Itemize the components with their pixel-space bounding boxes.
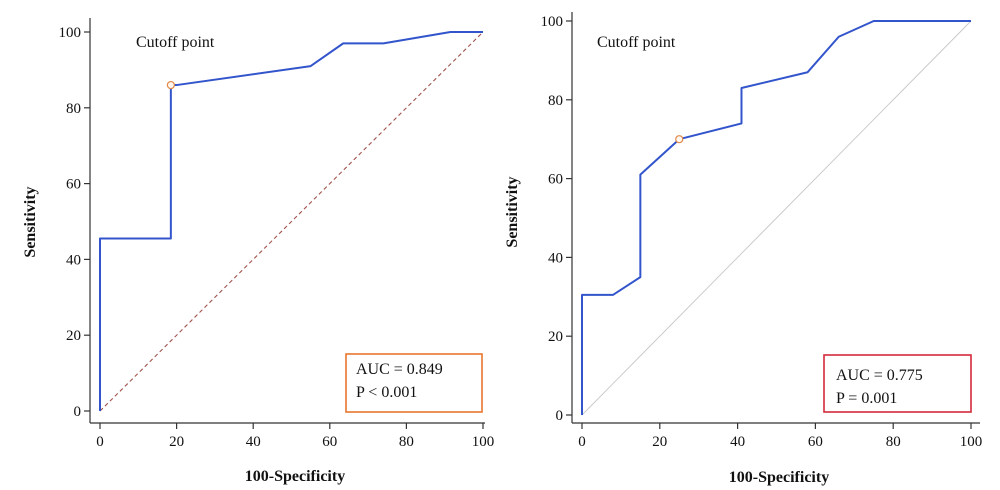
chart1-roc-curve [99, 31, 483, 411]
c1-y-tick-label: 20 [66, 328, 81, 344]
c2-y-tick-label: 20 [548, 329, 563, 345]
chart1-y-axis-title: Sensitivity [22, 186, 39, 257]
chart2-x-ticks: 0 20 40 60 80 100 [578, 423, 982, 450]
c2-y-tick-label: 60 [548, 172, 563, 188]
chart2-roc-curve [581, 20, 971, 415]
c1-x-tick-label: 0 [96, 434, 104, 450]
c2-x-tick-label: 100 [960, 434, 983, 450]
chart2-p-text: P = 0.001 [836, 390, 897, 407]
chart1-reference-line [99, 31, 484, 412]
chart2-auc-text: AUC = 0.775 [836, 367, 923, 384]
chart2-cutoff-label: Cutoff point [597, 34, 676, 51]
c2-y-tick-label: 80 [548, 93, 563, 109]
c1-x-tick-label: 80 [399, 434, 414, 450]
chart2-stats-box [823, 354, 972, 413]
c2-y-tick-label: 40 [548, 250, 563, 266]
c1-x-tick-label: 20 [169, 434, 184, 450]
c2-y-tick-label: 100 [541, 14, 564, 30]
roc-chart-1: 0 20 40 60 80 100 0 20 40 60 80 100 Cutoff point A… [22, 18, 494, 485]
c1-y-tick-label: 40 [66, 252, 81, 268]
chart1-x-ticks: 0 20 40 60 80 100 [96, 423, 494, 450]
chart2-y-axis-title: Sensitivity [504, 176, 521, 247]
chart2-reference-line [581, 20, 972, 416]
chart1-cutoff-marker [166, 80, 175, 90]
c1-y-tick-label: 0 [74, 404, 82, 420]
c1-y-tick-label: 60 [66, 177, 81, 193]
c2-y-tick-label: 0 [556, 408, 564, 424]
chart1-stats-box [345, 353, 483, 413]
c2-x-tick-label: 80 [886, 434, 901, 450]
chart1-y-ticks: 0 20 40 60 80 100 [59, 25, 90, 420]
chart2-y-ticks: 0 20 40 60 80 100 [541, 14, 572, 424]
c1-x-tick-label: 100 [472, 434, 495, 450]
chart2-x-axis-title: 100-Specificity [729, 469, 829, 486]
c2-x-tick-label: 0 [578, 434, 586, 450]
roc-chart-2: 0 20 40 60 80 100 0 20 40 60 80 100 Cutoff point A… [504, 12, 982, 486]
c1-y-tick-label: 100 [59, 25, 82, 41]
chart1-auc-text: AUC = 0.849 [356, 361, 443, 378]
c2-x-tick-label: 20 [652, 434, 667, 450]
chart1-p-text: P < 0.001 [356, 384, 417, 401]
c1-y-tick-label: 80 [66, 101, 81, 117]
chart1-x-axis-title: 100-Specificity [245, 468, 345, 485]
c1-x-tick-label: 60 [322, 434, 337, 450]
c2-x-tick-label: 60 [808, 434, 823, 450]
chart1-cutoff-label: Cutoff point [136, 34, 215, 51]
c2-x-tick-label: 40 [730, 434, 745, 450]
c1-x-tick-label: 40 [246, 434, 261, 450]
chart2-cutoff-marker [675, 135, 684, 144]
